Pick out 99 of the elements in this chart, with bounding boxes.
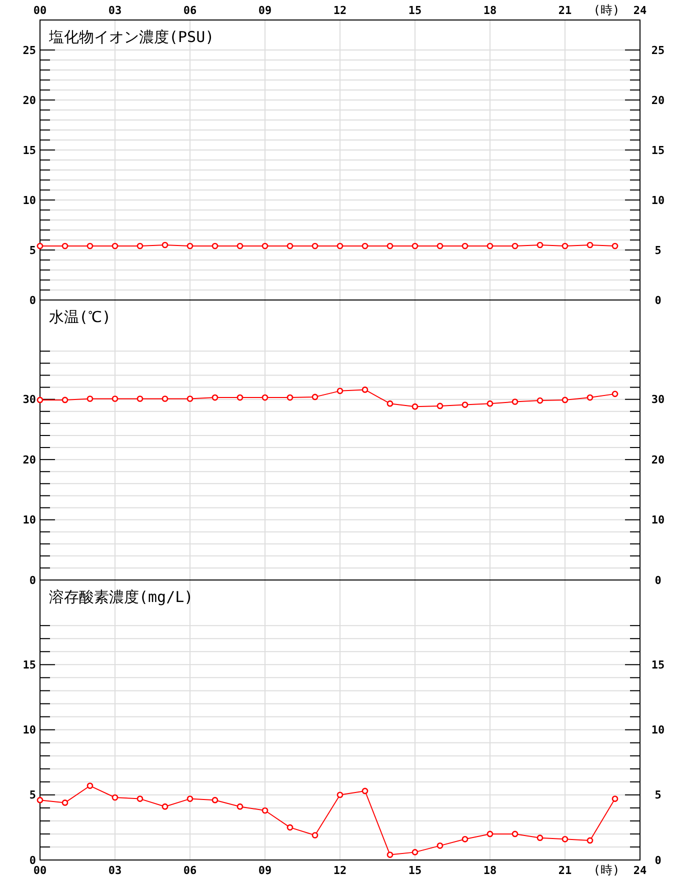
point [62, 800, 68, 806]
x2-tick-label: 06 [183, 4, 197, 17]
point [112, 794, 118, 801]
point [212, 394, 218, 401]
point [336, 792, 344, 798]
x2-axis-title: (時) [593, 3, 620, 17]
point [412, 403, 418, 410]
point [512, 398, 518, 405]
point [136, 796, 144, 802]
point [286, 394, 294, 401]
point [386, 400, 394, 407]
point [162, 396, 168, 402]
point [112, 396, 118, 402]
text: 塩化物イオン濃度(PSU) [48, 28, 214, 46]
x-tick-label: 09 [258, 864, 272, 877]
y2-tick-label: 10 [651, 514, 665, 527]
x2-tick-label: 18 [483, 4, 497, 17]
y2-tick-label: 30 [651, 393, 665, 406]
x-axis-title: (時) [593, 863, 620, 877]
x2-tick-label: 21 [558, 4, 572, 17]
x2-tick-label: 00 [33, 4, 47, 17]
y2-tick-label: 15 [651, 658, 665, 672]
point [412, 849, 418, 856]
point [462, 402, 468, 408]
y2-tick-label: 0 [654, 294, 662, 307]
point [136, 396, 144, 402]
point [612, 390, 618, 398]
y-tick-label: 30 [22, 393, 36, 406]
point [262, 394, 268, 401]
y-tick-label: 0 [29, 574, 36, 587]
x-tick-label: 15 [408, 864, 422, 877]
y2-tick-label: 25 [651, 44, 665, 57]
point [536, 834, 544, 842]
text: 溶存酸素濃度(mg/L) [49, 588, 194, 606]
y-tick-label: 20 [22, 453, 36, 466]
point [36, 796, 44, 804]
x-tick-label: 12 [333, 864, 347, 877]
y-tick-label: 5 [29, 244, 36, 257]
point [436, 842, 444, 849]
x2-tick-label: 24 [633, 4, 647, 17]
y-tick-label: 10 [22, 724, 36, 737]
point [312, 394, 318, 400]
y2-tick-label: 10 [651, 194, 665, 207]
point [436, 402, 444, 410]
point [562, 836, 568, 842]
y-tick-label: 10 [22, 194, 36, 207]
y2-tick-label: 10 [651, 724, 665, 737]
y-tick-label: 10 [22, 514, 36, 527]
x-tick-label: 06 [183, 864, 197, 877]
point [586, 394, 594, 401]
y2-tick-label: 5 [654, 244, 662, 257]
x-tick-label: 24 [633, 864, 647, 877]
point [86, 396, 94, 402]
y2-tick-label: 5 [654, 788, 662, 802]
point [612, 796, 618, 802]
point [62, 396, 68, 404]
x-tick-label: 00 [33, 864, 47, 877]
text: 水温(℃) [49, 308, 112, 326]
point [386, 852, 394, 858]
x2-tick-label: 12 [333, 4, 347, 17]
point [262, 807, 268, 814]
y-tick-label: 5 [29, 788, 36, 802]
point [162, 803, 168, 810]
y-tick-label: 15 [22, 658, 36, 672]
point [362, 386, 368, 393]
y-tick-label: 0 [29, 294, 36, 307]
y2-tick-label: 0 [654, 854, 662, 867]
y-tick-label: 0 [29, 854, 36, 867]
point [486, 830, 494, 838]
point [236, 803, 244, 810]
point [362, 788, 368, 794]
x2-tick-label: 03 [108, 4, 122, 17]
point [286, 824, 294, 831]
point [236, 394, 244, 401]
y2-tick-label: 15 [651, 144, 665, 157]
y2-tick-label: 20 [651, 94, 665, 107]
point [36, 396, 44, 404]
y-tick-label: 20 [22, 94, 36, 107]
x-tick-label: 21 [558, 864, 572, 877]
point [186, 396, 194, 402]
x-tick-label: 18 [483, 864, 497, 877]
y-tick-label: 15 [22, 144, 36, 157]
point [512, 830, 518, 838]
point [462, 836, 468, 842]
y2-tick-label: 0 [654, 574, 662, 587]
x2-tick-label: 09 [258, 4, 272, 17]
y2-tick-label: 20 [651, 453, 665, 466]
point [312, 832, 318, 838]
y-tick-label: 25 [22, 44, 36, 57]
x2-tick-label: 15 [408, 4, 422, 17]
point [486, 400, 494, 407]
x-tick-label: 03 [108, 864, 122, 877]
point [336, 388, 344, 394]
point [586, 837, 594, 844]
point [212, 796, 218, 804]
point [186, 796, 194, 802]
point [562, 396, 568, 404]
point [86, 782, 94, 789]
point [536, 397, 544, 404]
